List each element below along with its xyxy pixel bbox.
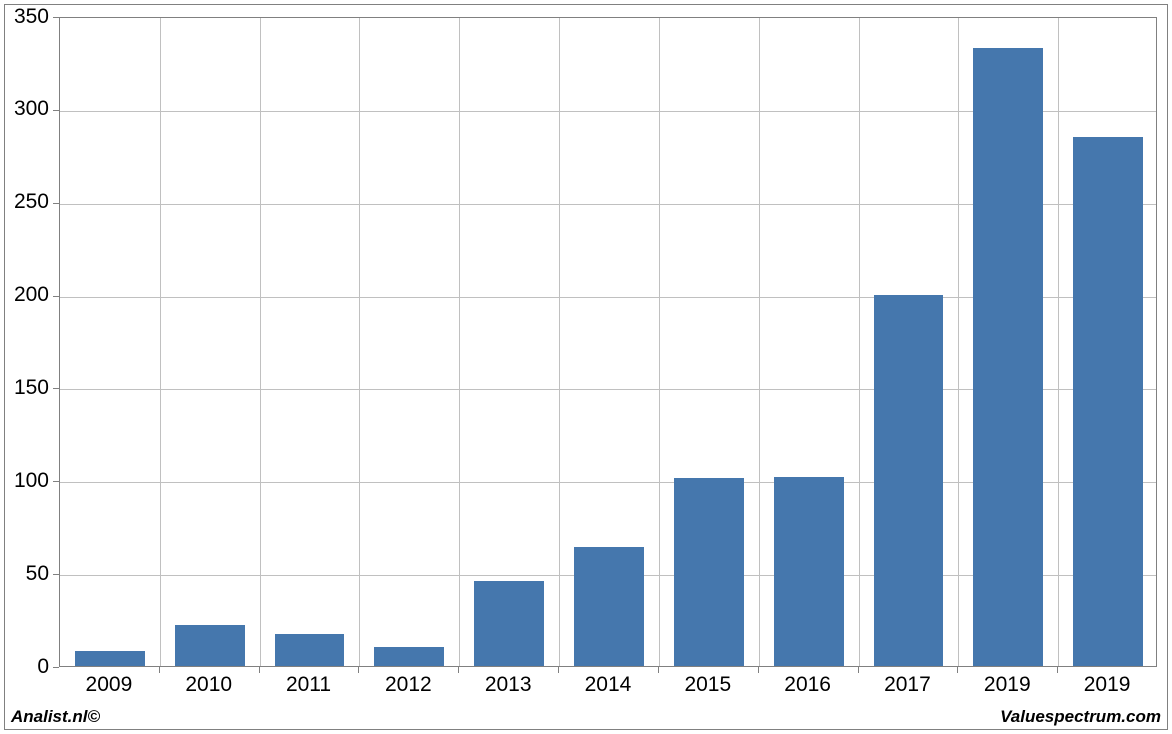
bar: [374, 647, 444, 666]
x-tick-label: 2012: [358, 673, 458, 697]
gridline-vertical: [160, 18, 161, 666]
gridline-vertical: [260, 18, 261, 666]
y-tick-mark: [53, 110, 59, 111]
gridline-vertical: [359, 18, 360, 666]
y-tick-label: 300: [5, 97, 49, 121]
y-tick-mark: [53, 574, 59, 575]
bar: [474, 581, 544, 666]
gridline-vertical: [859, 18, 860, 666]
bar: [674, 478, 744, 666]
plot-area: [59, 17, 1157, 667]
x-tick-label: 2016: [758, 673, 858, 697]
y-tick-label: 250: [5, 190, 49, 214]
y-tick-label: 100: [5, 469, 49, 493]
bar: [973, 48, 1043, 666]
bar: [175, 625, 245, 666]
y-tick-label: 150: [5, 376, 49, 400]
x-tick-label: 2010: [159, 673, 259, 697]
gridline-vertical: [759, 18, 760, 666]
gridline-vertical: [459, 18, 460, 666]
y-tick-label: 0: [5, 655, 49, 679]
x-tick-label: 2014: [558, 673, 658, 697]
bar: [874, 295, 944, 666]
gridline-vertical: [659, 18, 660, 666]
footer-right-credit: Valuespectrum.com: [1000, 707, 1161, 727]
bar: [275, 634, 345, 666]
y-tick-mark: [53, 17, 59, 18]
y-tick-label: 350: [5, 5, 49, 29]
y-tick-label: 50: [5, 562, 49, 586]
x-tick-label: 2009: [59, 673, 159, 697]
x-tick-label: 2017: [858, 673, 958, 697]
x-tick-label: 2019: [957, 673, 1057, 697]
y-tick-mark: [53, 296, 59, 297]
y-tick-mark: [53, 481, 59, 482]
bar: [75, 651, 145, 666]
y-tick-mark: [53, 667, 59, 668]
x-tick-label: 2015: [658, 673, 758, 697]
footer-left-credit: Analist.nl©: [11, 707, 100, 727]
y-tick-mark: [53, 388, 59, 389]
gridline-vertical: [1058, 18, 1059, 666]
gridline-vertical: [559, 18, 560, 666]
x-tick-label: 2019: [1057, 673, 1157, 697]
bar: [574, 547, 644, 666]
bar: [1073, 137, 1143, 666]
x-tick-label: 2013: [458, 673, 558, 697]
gridline-vertical: [958, 18, 959, 666]
y-tick-mark: [53, 203, 59, 204]
chart-frame: 050100150200250300350 200920102011201220…: [4, 4, 1168, 730]
y-tick-label: 200: [5, 283, 49, 307]
x-tick-label: 2011: [259, 673, 359, 697]
bar: [774, 477, 844, 666]
